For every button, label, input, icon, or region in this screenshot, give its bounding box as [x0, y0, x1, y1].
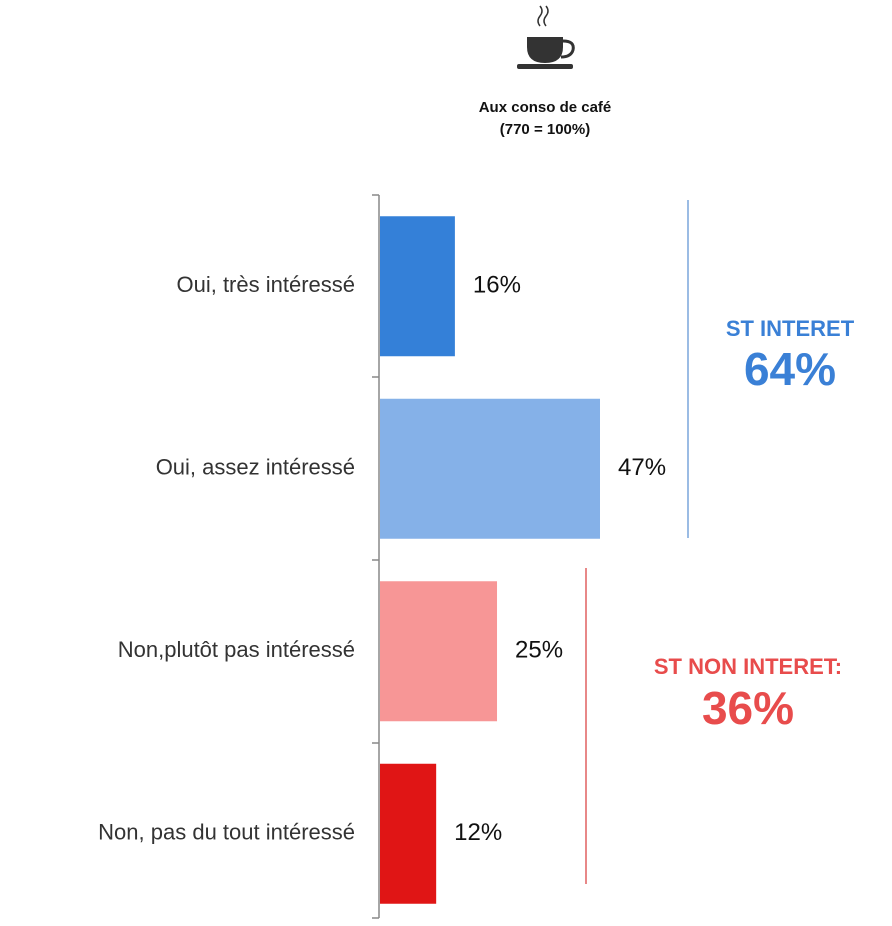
chart-title: Aux conso de café — [479, 99, 612, 116]
category-label: Oui, assez intéressé — [156, 455, 355, 480]
value-label: 12% — [454, 819, 502, 846]
category-label: Non,plutôt pas intéressé — [118, 637, 355, 662]
bar — [380, 216, 455, 357]
value-label: 25% — [515, 637, 563, 664]
bar — [380, 398, 600, 539]
category-label: Non, pas du tout intéressé — [98, 820, 355, 845]
bar — [380, 763, 437, 904]
annotation-label: ST INTERET — [726, 316, 855, 341]
category-axis — [372, 194, 380, 919]
coffee-icon — [517, 5, 575, 69]
annotation-label: ST NON INTERET: — [654, 654, 842, 679]
annotation-value: 36% — [702, 682, 794, 734]
category-label: Oui, très intéressé — [176, 272, 355, 297]
chart-subtitle: (770 = 100%) — [500, 121, 590, 138]
value-label: 16% — [473, 272, 521, 299]
value-label: 47% — [618, 454, 666, 481]
bar — [380, 581, 498, 722]
annotation-value: 64% — [744, 343, 836, 395]
